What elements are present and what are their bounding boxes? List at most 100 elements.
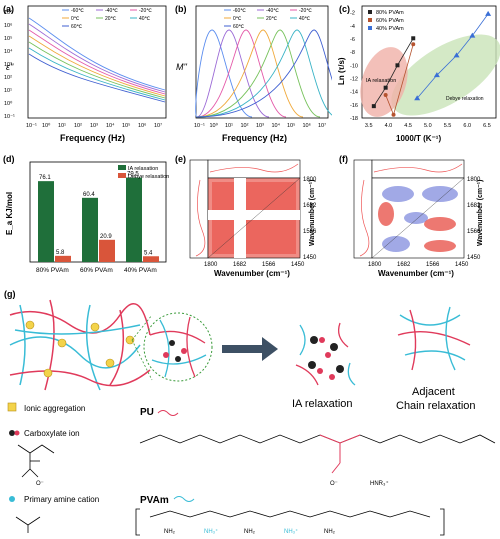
a-ytick: 10⁴	[4, 48, 13, 55]
pvam-nh2-2: NH₂	[244, 529, 256, 535]
panel-b-plot: (b) M'' Frequency (Hz) 10⁻¹ 10⁰ 10¹ 10² 10³ 1…	[175, 4, 332, 143]
c-xtick: 3.5	[365, 123, 373, 129]
f-xtick: 1450	[455, 262, 469, 268]
panel-c-tag: (c)	[339, 4, 350, 14]
panel-g-tag: (g)	[4, 289, 16, 299]
panel-c: (c) Ln (τ/s) 1000/T (K⁻¹) IA relaxation …	[336, 0, 500, 145]
e-ytick: 1566	[303, 229, 317, 235]
hnr3-label: HNR₃⁺	[370, 480, 389, 487]
panel-c-ia-label: IA relaxation	[366, 78, 396, 84]
b-legend-label: -20℃	[299, 8, 312, 14]
amine-icon	[9, 496, 15, 502]
dielectric-curve	[28, 53, 166, 103]
c-xtick: 4.0	[385, 123, 393, 129]
b-legend-label: 60℃	[233, 24, 245, 30]
arrow-icon	[222, 337, 278, 361]
a-xtick: 10⁵	[122, 122, 130, 129]
a-xtick: 10⁷	[154, 122, 162, 129]
b-xtick: 10¹	[225, 123, 233, 129]
dielectric-curve	[28, 17, 166, 91]
a-ytick: 10¹	[4, 88, 12, 94]
panel-e-tag: (e)	[175, 154, 186, 164]
d-bar-label: 5.4	[144, 250, 153, 256]
a-ytick: 10⁻¹	[4, 114, 15, 120]
panel-d: (d) E_a KJ/mol 76.1 5.8 80% PVAm 60.4 20.9 60…	[0, 150, 170, 280]
pvam-nh2-3: NH₂	[324, 529, 336, 535]
c-legend-swatch	[368, 18, 372, 22]
panel-c-plot: (c) Ln (τ/s) 1000/T (K⁻¹) IA relaxation …	[337, 4, 500, 143]
d-bar	[143, 256, 159, 262]
a-legend-label: -20℃	[139, 8, 152, 14]
a-xtick: 10⁴	[106, 122, 115, 129]
c-point	[414, 95, 421, 101]
panel-a-plot: (a) ε'' Frequency (Hz) 10⁷ 10⁶ 10⁵ 10⁴ 10³ 10…	[3, 4, 167, 143]
panel-d-plot: (d) E_a KJ/mol 76.1 5.8 80% PVAm 60.4 20.9 60…	[3, 154, 169, 274]
a-ytick: 10⁶	[4, 22, 12, 29]
pvam-nh3-1: NH₃⁺	[204, 528, 218, 535]
modulus-curve	[196, 29, 304, 118]
adjacent-label-1: Adjacent	[412, 386, 455, 398]
b-legend-label: -60℃	[233, 8, 246, 14]
panel-a-ylabel: ε''	[6, 62, 14, 72]
panel-e: (e) 1800 1800 1682 1682 1566 1566 1450 1450 Wav…	[172, 150, 332, 280]
c-xtick: 5.0	[424, 123, 432, 129]
b-xtick: 10⁰	[210, 122, 219, 129]
panel-f-tag: (f)	[339, 154, 348, 164]
c-point	[485, 10, 492, 16]
c-ytick: -18	[350, 116, 358, 122]
b-xtick: 10⁻¹	[194, 123, 205, 129]
modulus-curve	[195, 29, 253, 118]
panel-b-xlabel: Frequency (Hz)	[222, 133, 287, 143]
panel-f: (f) 1800 1800 1682 1682 1566 1566 1450 1450 Wav…	[336, 150, 500, 280]
a-legend-label: 20℃	[105, 16, 117, 22]
c-point	[371, 104, 376, 109]
c-point	[395, 63, 400, 68]
d-legend-swatch	[118, 165, 126, 170]
d-bar	[38, 181, 54, 262]
panel-a: (a) ε'' Frequency (Hz) 10⁷ 10⁶ 10⁵ 10⁴ 10³ 10…	[0, 0, 170, 145]
modulus-curve	[196, 29, 332, 118]
f-ytick: 1566	[467, 229, 481, 235]
d-legend-label: IA relaxation	[128, 166, 158, 172]
a-ytick: 10⁷	[4, 9, 12, 16]
c-legend-label: 40% PVAm	[376, 26, 404, 32]
panel-e-xlabel: Wavenumber (cm⁻¹)	[214, 269, 290, 278]
pvam-backbone	[149, 510, 431, 518]
b-legend-label: 0℃	[233, 16, 242, 22]
c-point	[433, 72, 440, 78]
d-bar-label: 20.9	[100, 234, 112, 240]
panel-f-xlabel: Wavenumber (cm⁻¹)	[378, 269, 454, 278]
legend-amine: Primary amine cation	[24, 495, 99, 504]
c-xtick: 5.5	[444, 123, 452, 129]
c-point	[411, 42, 416, 47]
e-ytick: 1800	[303, 177, 317, 183]
panel-c-ylabel: Ln (τ/s)	[337, 57, 346, 85]
c-ytick: -10	[350, 63, 358, 69]
carboxylate-icon	[9, 430, 15, 436]
legend-ionic: Ionic aggregation	[24, 404, 85, 413]
pvam-label: PVAm	[140, 495, 169, 506]
legend-carboxylate: Carboxylate ion	[24, 429, 80, 438]
ia-cluster	[295, 322, 356, 386]
dielectric-curve	[28, 29, 166, 95]
c-point	[383, 92, 388, 97]
f-xtick: 1566	[426, 262, 440, 268]
modulus-curve	[196, 29, 270, 118]
dielectric-curve	[28, 47, 166, 101]
f-xtick: 1682	[397, 262, 411, 268]
c-point	[469, 32, 476, 38]
a-legend-label: 40℃	[139, 16, 151, 22]
c-ytick: -16	[350, 103, 358, 109]
modulus-curve	[196, 29, 321, 118]
dielectric-curve	[28, 35, 166, 97]
ionic-aggregation-icon	[7, 402, 17, 412]
f-ytick: 1450	[467, 255, 481, 261]
panel-g-scheme: (g)	[4, 289, 496, 536]
modulus-curve	[196, 29, 287, 118]
panel-d-ylabel: E_a KJ/mol	[5, 192, 14, 235]
debye-region	[391, 34, 500, 116]
d-bar-label: 76.1	[39, 175, 51, 181]
e-xtick: 1682	[233, 262, 247, 268]
f-ytick: 1682	[467, 203, 481, 209]
